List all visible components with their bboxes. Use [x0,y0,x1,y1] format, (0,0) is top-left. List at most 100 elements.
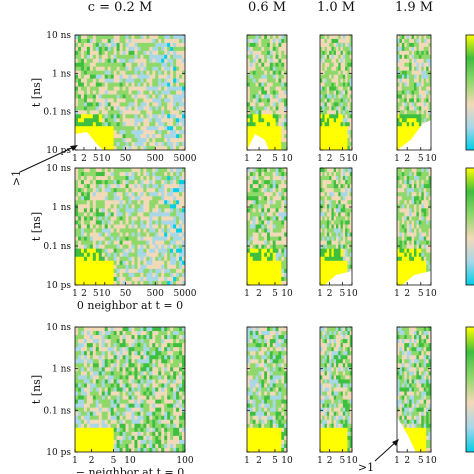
heatmap-cell [167,232,171,237]
heatmap-cell [92,335,97,340]
heatmap-cell [158,208,162,213]
heatmap-cell [401,35,405,40]
heatmap-cell [149,260,153,266]
heatmap-cell [258,188,262,193]
heatmap-cell [409,268,412,274]
heatmap-cell [322,228,325,233]
heatmap-cell [336,35,339,40]
heatmap-cell [104,62,109,68]
heatmap-cell [86,256,91,262]
heatmap-cell [404,130,408,135]
heatmap-cell [411,176,415,181]
heatmap-cell [406,62,410,68]
heatmap-cell [95,343,100,348]
heatmap-cell [414,256,417,262]
heatmap-cell [182,224,185,229]
heatmap-cell [137,142,141,147]
heatmap-cell [406,192,410,197]
heatmap-cell [258,176,262,181]
heatmap-cell [418,78,422,83]
heatmap-cell [426,78,429,83]
heatmap-cell [104,58,109,64]
heatmap-cell [170,78,174,83]
heatmap-cell [122,122,126,127]
heatmap-cell [146,192,150,197]
heatmap-cell [264,54,268,60]
heatmap-cell [275,146,279,150]
heatmap-cell [278,280,282,285]
heatmap-cell [406,176,410,181]
heatmap-cell [320,50,323,56]
heatmap-cell [77,280,82,285]
heatmap-cell [329,50,332,56]
heatmap-cell [320,86,323,91]
heatmap-cell [83,220,88,225]
heatmap-cell [322,220,325,225]
heatmap-cell [278,114,282,119]
heatmap-cell [272,184,276,189]
heatmap-cell [267,38,271,44]
heatmap-cell [128,188,132,193]
heatmap-cell [75,196,79,201]
heatmap-cell [173,146,177,150]
heatmap-cell [345,244,348,250]
heatmap-cell [119,172,123,177]
heatmap-cell [281,176,285,181]
heatmap-cell [258,62,262,68]
heatmap-cell [179,90,183,95]
heatmap-cell [161,224,165,229]
heatmap-cell [110,248,115,254]
heatmap-cell [252,66,256,72]
heatmap-cell [414,212,417,217]
heatmap-cell [336,208,339,213]
heatmap-cell [418,212,422,217]
heatmap-cell [275,208,279,213]
heatmap-cell [110,272,115,278]
heatmap-cell [423,256,427,262]
heatmap-cell [173,236,177,242]
heatmap-cell [264,66,268,72]
heatmap-cell [284,122,287,127]
heatmap-cell [155,236,159,242]
heatmap-cell [164,331,168,336]
heatmap-cell [329,236,332,242]
heatmap-cell [122,180,126,185]
heatmap-cell [146,224,150,229]
heatmap-cell [338,66,341,72]
heatmap-cell [267,106,271,111]
heatmap-cell [116,212,120,217]
heatmap-cell [269,200,274,205]
heatmap-cell [406,98,410,103]
heatmap-cell [173,228,177,233]
heatmap-cell [92,192,97,197]
heatmap-cell [92,118,97,123]
heatmap-cell [98,335,103,340]
heatmap-cell [326,50,330,56]
heatmap-cell [143,252,147,258]
heatmap-cell [101,90,106,95]
heatmap-cell [397,42,400,48]
heatmap-cell [146,35,150,40]
heatmap-cell [320,58,323,64]
heatmap-cell [421,168,425,173]
heatmap-cell [409,94,412,99]
heatmap-cell [182,272,185,278]
heatmap-cell [423,106,427,111]
heatmap-cell [83,196,88,201]
heatmap-cell [401,264,405,270]
heatmap-cell [329,102,332,107]
heatmap-cell [275,280,279,285]
heatmap-cell [152,252,156,258]
heatmap-cell [149,224,153,229]
heatmap-cell [247,276,251,282]
heatmap-cell [409,184,412,189]
heatmap-cell [411,110,415,115]
heatmap-cell [401,70,405,76]
heatmap-cell [146,82,150,87]
x-tick-label: 1 [317,154,323,164]
heatmap-cell [125,347,129,352]
heatmap-cell [261,126,265,131]
heatmap-cell [423,220,427,225]
heatmap-cell [131,58,135,64]
heatmap-cell [397,172,400,177]
